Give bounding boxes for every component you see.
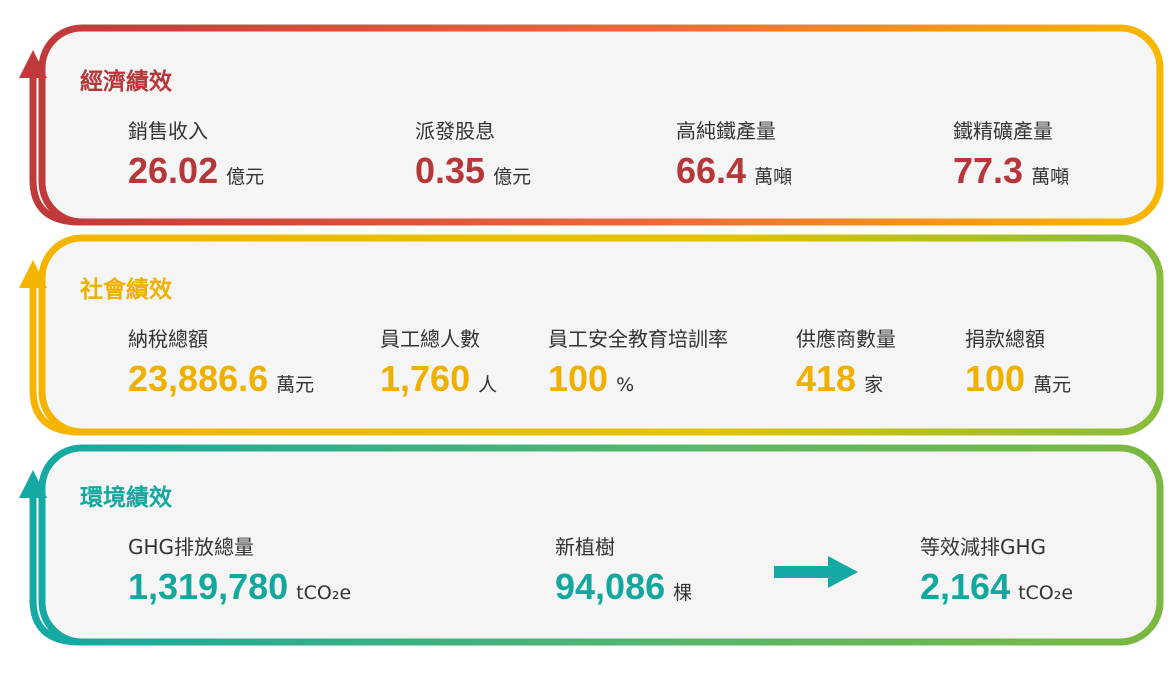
item-label: 銷售收入 <box>128 119 208 143</box>
item-label: 鐵精礦產量 <box>953 119 1053 143</box>
value-unit: tCO₂e <box>296 582 352 604</box>
value-unit: 萬元 <box>276 374 315 396</box>
value-number: 1,760 <box>380 358 471 399</box>
value-unit: % <box>616 374 635 396</box>
item-value: 77.3 萬噸 <box>953 150 1069 192</box>
value-number: 94,086 <box>555 566 666 607</box>
value-number: 418 <box>796 358 857 399</box>
value-unit: 棵 <box>673 582 693 604</box>
item-label: 員工總人數 <box>380 327 480 351</box>
value-number: 2,164 <box>920 566 1011 607</box>
value-number: 23,886.6 <box>128 358 269 399</box>
item-label: 等效減排GHG <box>920 535 1047 559</box>
arrow-head <box>19 260 47 288</box>
value-unit: 萬噸 <box>754 166 793 188</box>
item-value: 66.4 萬噸 <box>676 150 792 192</box>
item-value: 0.35 億元 <box>415 150 531 192</box>
value-number: 100 <box>548 358 609 399</box>
item-value: 100 萬元 <box>965 358 1071 400</box>
item-label: 捐款總額 <box>965 327 1045 351</box>
section-title: 環境績效 <box>80 485 172 511</box>
value-unit: 萬噸 <box>1031 166 1070 188</box>
value-number: 1,319,780 <box>128 566 289 607</box>
item-label: 供應商數量 <box>796 327 896 351</box>
item-value: 94,086 棵 <box>555 566 692 608</box>
value-number: 100 <box>965 358 1026 399</box>
arrow-head <box>19 50 47 78</box>
item-value: 1,760 人 <box>380 358 497 400</box>
item-label: 派發股息 <box>415 119 495 143</box>
item-label: 納稅總額 <box>128 327 208 351</box>
panel <box>38 234 1164 436</box>
item-label: 新植樹 <box>555 535 615 559</box>
panel <box>38 444 1164 646</box>
value-number: 0.35 <box>415 150 486 191</box>
item-value: 418 家 <box>796 358 883 400</box>
value-unit: 家 <box>864 374 884 396</box>
item-value: 2,164 tCO₂e <box>920 566 1073 608</box>
item-label: GHG排放總量 <box>128 535 255 559</box>
item-value: 1,319,780 tCO₂e <box>128 566 351 608</box>
arrow <box>29 284 81 436</box>
value-number: 77.3 <box>953 150 1024 191</box>
section-title: 經濟績效 <box>80 69 172 95</box>
item-label: 高純鐵產量 <box>676 119 776 143</box>
item-value: 100% <box>548 358 634 400</box>
value-unit: tCO₂e <box>1018 582 1074 604</box>
value-unit: 億元 <box>493 166 532 188</box>
arrow <box>29 494 81 646</box>
value-unit: 萬元 <box>1033 374 1072 396</box>
value-number: 66.4 <box>676 150 747 191</box>
item-value: 26.02 億元 <box>128 150 264 192</box>
value-number: 26.02 <box>128 150 219 191</box>
value-unit: 億元 <box>226 166 265 188</box>
item-label: 員工安全教育培訓率 <box>548 327 728 351</box>
section-title: 社會績效 <box>80 277 172 303</box>
arrow-head <box>828 556 858 588</box>
arrow <box>774 566 832 578</box>
item-value: 23,886.6 萬元 <box>128 358 314 400</box>
arrow <box>29 74 81 226</box>
panel <box>38 24 1164 226</box>
value-unit: 人 <box>478 374 498 396</box>
arrow-head <box>19 470 47 498</box>
